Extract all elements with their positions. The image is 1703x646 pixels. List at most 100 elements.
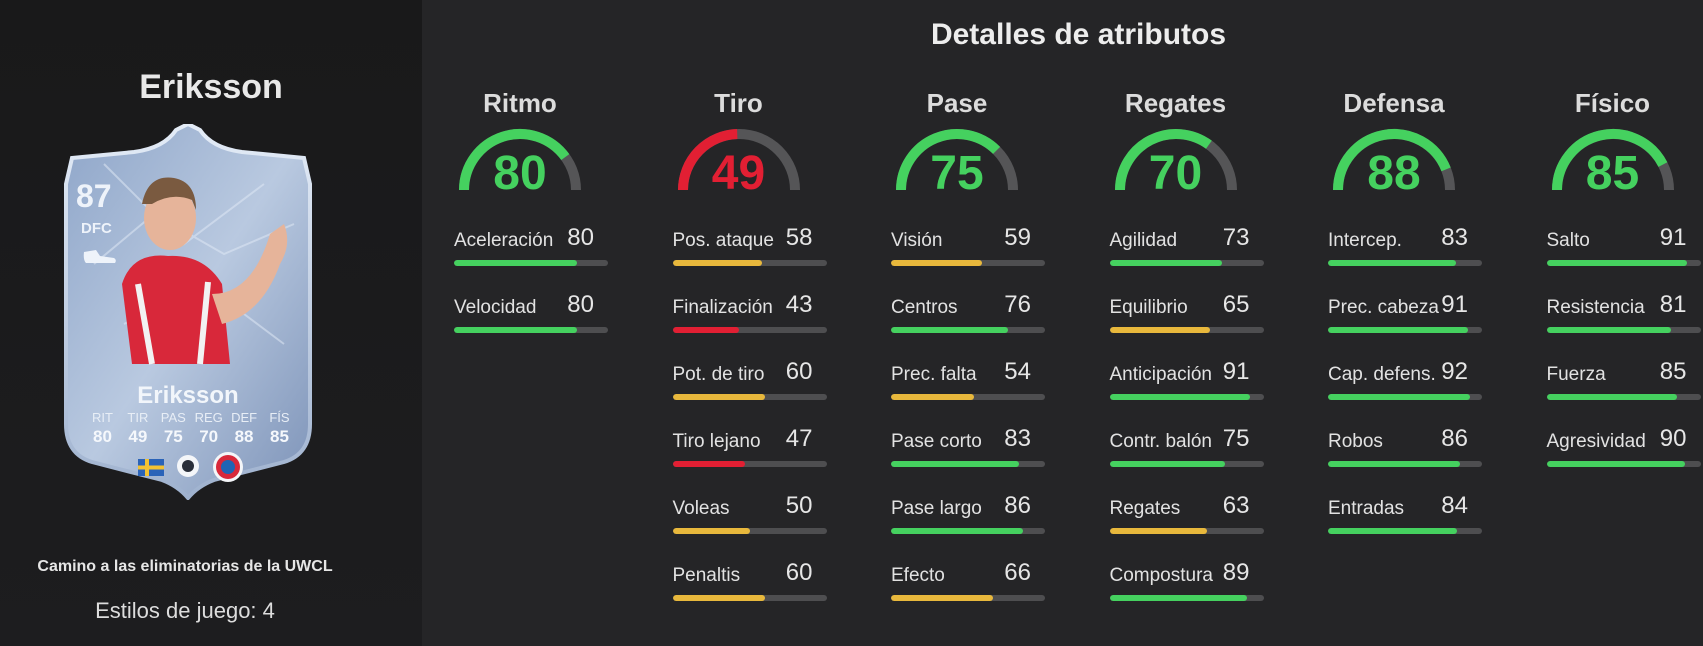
attribute-bar — [1328, 327, 1482, 333]
gauge-fill — [1551, 129, 1667, 191]
attribute-value: 59 — [1004, 224, 1031, 251]
gauge-fill — [459, 129, 570, 191]
attribute-label: Prec. falta — [891, 364, 977, 385]
attribute-label: Cap. defens. — [1328, 364, 1436, 385]
attribute-bar — [1546, 327, 1701, 333]
category-value: 70 — [1148, 147, 1203, 200]
attribute-value: 73 — [1222, 224, 1250, 251]
attribute-value: 80 — [567, 291, 594, 318]
attribute-value: 86 — [1441, 425, 1468, 452]
category-gauge: 70 — [1096, 122, 1256, 202]
attribute-bar — [891, 394, 1045, 400]
attribute-bar — [1109, 394, 1264, 400]
attribute-label: Finalización — [672, 297, 773, 318]
attribute-row: Pase largo 86 — [877, 490, 1045, 557]
attribute-bar-fill — [1546, 260, 1687, 266]
attribute-row: Prec. cabeza 91 — [1314, 289, 1482, 356]
attribute-value: 63 — [1222, 492, 1250, 519]
attribute-row: Fuerza 85 — [1533, 356, 1701, 423]
card-stat: RIT 80 — [92, 410, 113, 446]
attribute-label: Contr. balón — [1109, 431, 1212, 452]
attribute-bar — [891, 461, 1045, 467]
attribute-bar — [891, 595, 1045, 601]
attribute-bar-fill — [672, 595, 765, 601]
attribute-value: 91 — [1222, 358, 1250, 385]
attribute-label: Aceleración — [454, 230, 554, 251]
club-crest-icon — [213, 452, 243, 482]
attribute-bar — [454, 260, 608, 266]
boot-icon — [83, 250, 116, 263]
attribute-bar — [672, 327, 827, 333]
attribute-row: Pot. de tiro 60 — [659, 356, 827, 423]
gauge-fill — [677, 129, 738, 191]
card-position: DFC — [81, 220, 112, 237]
attribute-row: Penaltis 60 — [659, 557, 827, 624]
gauge-fill — [1333, 129, 1451, 191]
attribute-value: 80 — [567, 224, 594, 251]
category-5: Físico 85 Salto 91 Resistencia 81 Fuerza 85 Agre… — [1533, 88, 1701, 490]
attribute-value: 76 — [1004, 291, 1031, 318]
category-title: Ritmo — [483, 88, 557, 118]
category-3: Regates 70 Agilidad 73 Equilibrio 65 Anticipac… — [1096, 88, 1264, 624]
attribute-bar — [1328, 528, 1482, 534]
attribute-label: Entradas — [1328, 498, 1405, 519]
category-value: 88 — [1367, 147, 1421, 200]
card-stat: REG 70 — [194, 410, 223, 446]
attribute-bar — [1109, 327, 1264, 333]
attribute-label: Pase corto — [891, 431, 982, 452]
sweden-flag-icon — [138, 459, 164, 476]
attribute-bar — [1109, 260, 1264, 266]
attribute-label: Pos. ataque — [672, 230, 774, 251]
gauge-fill — [896, 129, 1001, 191]
attribute-label: Regates — [1109, 498, 1181, 519]
attribute-value: 91 — [1441, 291, 1468, 318]
attribute-row: Compostura 89 — [1096, 557, 1264, 624]
attribute-bar — [1109, 528, 1264, 534]
attribute-bar — [672, 528, 827, 534]
play-styles-count: Estilos de juego: 4 — [95, 598, 275, 623]
category-0: Ritmo 80 Aceleración 80 Velocidad 80 — [440, 88, 608, 356]
attribute-value: 50 — [785, 492, 813, 519]
attribute-bar-fill — [1328, 260, 1456, 266]
attribute-value: 65 — [1222, 291, 1250, 318]
category-title: Pase — [926, 88, 988, 118]
attribute-label: Salto — [1546, 230, 1590, 251]
attribute-row: Regates 63 — [1096, 490, 1264, 557]
attribute-bar-fill — [454, 260, 578, 266]
attribute-row: Salto 91 — [1533, 222, 1701, 289]
attribute-value: 47 — [785, 425, 813, 452]
card-stats: RIT 80 TIR 49 PAS 75 REG 70 DEF 88 FÍS 85 — [86, 410, 296, 447]
attribute-value: 89 — [1222, 559, 1250, 586]
attribute-row: Pase corto 83 — [877, 423, 1045, 490]
attribute-row: Velocidad 80 — [440, 289, 608, 356]
category-gauge: 80 — [440, 122, 600, 202]
category-title: Regates — [1124, 88, 1227, 118]
attribute-bar-fill — [891, 595, 993, 601]
attribute-bar-fill — [891, 461, 1019, 467]
attribute-row: Agresividad 90 — [1533, 423, 1701, 490]
attribute-bar-fill — [1328, 394, 1470, 400]
attribute-row: Prec. falta 54 — [877, 356, 1045, 423]
attribute-row: Anticipación 91 — [1096, 356, 1264, 423]
attribute-label: Equilibrio — [1109, 297, 1188, 318]
category-gauge: 75 — [877, 122, 1037, 202]
card-stat: PAS 75 — [160, 410, 186, 446]
player-card[interactable]: 87 DFC Eriksson RIT 80 TIR 49 PAS 75 REG 70 … — [64, 124, 312, 500]
attribute-bar-fill — [1109, 327, 1210, 333]
attribute-value: 84 — [1441, 492, 1468, 519]
attribute-bar-fill — [1546, 461, 1686, 467]
attribute-value: 60 — [785, 559, 813, 586]
attribute-bar-fill — [891, 394, 975, 400]
attribute-list: Pos. ataque 58 Finalización 43 Pot. de tiro 6… — [659, 222, 827, 624]
attribute-row: Entradas 84 — [1314, 490, 1482, 557]
category-gauge: 85 — [1533, 122, 1693, 202]
card-stat: TIR 49 — [127, 410, 149, 446]
attribute-bar — [672, 260, 827, 266]
attribute-value: 92 — [1441, 358, 1468, 385]
attribute-label: Intercep. — [1328, 230, 1402, 251]
category-value: 49 — [711, 147, 766, 200]
attribute-bar-fill — [891, 260, 982, 266]
card-stat: FÍS 85 — [269, 410, 290, 446]
attribute-bar — [1328, 461, 1482, 467]
attribute-bar — [891, 528, 1045, 534]
